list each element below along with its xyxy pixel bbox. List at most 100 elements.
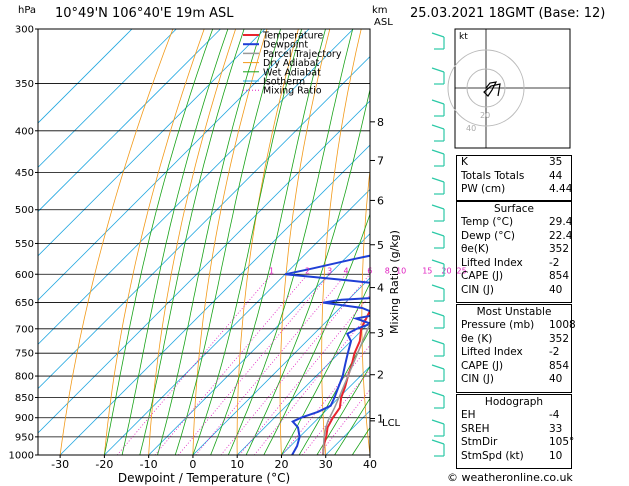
hodograph-trace	[483, 81, 501, 97]
surface-table: Surface Temp (°C) 29.4 Dewp (°C) 22.4 θe(K…	[456, 201, 572, 303]
isotherm-line	[236, 321, 370, 455]
altitude-tick-label: 8	[377, 116, 384, 129]
mixing-ratio-label: 4	[343, 266, 348, 275]
pressure-tick-label: 750	[15, 349, 34, 360]
plot-frame	[37, 28, 371, 456]
wind-barb-shaft	[431, 124, 445, 130]
mixing-ratio-line	[178, 274, 331, 455]
pressure-tick-label: 300	[15, 25, 34, 36]
hodograph-frame	[454, 28, 571, 149]
wind-barb-shaft	[431, 259, 445, 265]
wind-barb-shaft	[431, 149, 445, 155]
dry-adiabat-line	[59, 29, 174, 455]
index-row-tt: Totals Totals 44	[461, 169, 563, 182]
dry-adiabat-line	[361, 167, 370, 455]
altitude-tick-label: 6	[377, 194, 384, 207]
table-row: Pressure (mb) 1008	[461, 319, 576, 331]
x-tick-label: 20	[274, 458, 288, 471]
datetime-title: 25.03.2021 18GMT (Base: 12)	[410, 6, 606, 21]
mixing-ratio-line	[195, 274, 347, 455]
mixing-ratio-label: 15	[422, 266, 432, 275]
pressure-unit-label: hPa	[18, 5, 37, 16]
mixing-ratio-label: 25	[457, 266, 467, 275]
isotherm-line	[59, 144, 370, 455]
legend-label: Dry Adiabat	[263, 58, 320, 69]
wind-barb-shaft	[431, 391, 445, 397]
wind-barb-shaft	[431, 67, 445, 73]
table-row: Temp (°C) 29.4	[461, 216, 573, 228]
hodograph-title: Hodograph	[484, 396, 544, 408]
pressure-tick-label: 400	[15, 126, 34, 137]
wind-barb-shaft	[431, 99, 445, 105]
wet-adiabat-line	[104, 29, 214, 455]
x-tick-label: 0	[189, 458, 196, 471]
dry-adiabat-line	[148, 29, 236, 455]
table-row: CAPE (J) 854	[461, 359, 570, 372]
table-row: Dewp (°C) 22.4	[461, 229, 573, 242]
wind-barb-shaft	[431, 311, 445, 317]
mixing-ratio-line	[154, 274, 308, 455]
dry-adiabat-line	[192, 29, 268, 455]
most-unstable-table: Most Unstable Pressure (mb) 1008 θe (K) 35…	[456, 304, 576, 393]
pressure-tick-label: 500	[15, 205, 34, 216]
x-tick-label: -30	[51, 458, 69, 471]
wet-adiabat-line	[281, 282, 370, 455]
hodograph-ring	[466, 68, 506, 108]
pressure-tick-label: 600	[15, 270, 34, 281]
wet-adiabat-line	[192, 29, 303, 455]
wet-adiabat-line	[263, 212, 370, 455]
wet-adiabat-line	[121, 29, 229, 455]
copyright-footer: © weatheronline.co.uk	[447, 471, 573, 484]
pressure-tick-label: 950	[15, 432, 34, 443]
pressure-tick-label: 450	[15, 168, 34, 179]
wind-barb-shaft	[431, 32, 445, 38]
dry-adiabat-line	[236, 29, 299, 455]
wind-barb-shaft	[431, 419, 445, 425]
hodograph-ring	[447, 49, 525, 127]
hodograph-ring-label: 40	[466, 124, 476, 133]
table-row: Lifted Index -2	[461, 256, 560, 269]
wind-barb-shaft	[431, 439, 445, 445]
isotherm-line	[38, 100, 370, 434]
table-row: CAPE (J) 854	[461, 270, 570, 282]
legend-label: Isotherm	[263, 77, 305, 88]
parcel-trajectory-profile	[322, 321, 370, 455]
hodograph-ring-label: 20	[480, 111, 490, 120]
table-row: CIN (J) 40	[461, 373, 563, 385]
dewpoint-profile	[284, 254, 370, 455]
pressure-tick-label: 350	[15, 79, 34, 90]
mixing-ratio-axis-title: Mixing Ratio (g/kg)	[388, 230, 401, 334]
dry-adiabat-line	[579, 29, 629, 455]
dry-adiabat-line	[612, 29, 629, 455]
mixing-ratio-label: 3	[327, 266, 332, 275]
wet-adiabat-line	[210, 29, 326, 455]
dry-adiabat-line	[401, 29, 424, 455]
altitude-tick-label: 3	[377, 327, 384, 340]
altitude-tick-label: 4	[377, 282, 384, 295]
x-tick-label: 30	[319, 458, 333, 471]
pressure-tick-label: 800	[15, 372, 34, 383]
wind-barb-shaft	[431, 284, 445, 290]
x-tick-label: -20	[95, 458, 113, 471]
temperature-profile	[322, 308, 370, 455]
pressure-tick-label: 550	[15, 239, 34, 250]
table-row: EH -4	[461, 409, 560, 421]
legend-label: Mixing Ratio	[263, 86, 322, 97]
pressure-tick-label: 850	[15, 393, 34, 404]
wet-adiabat-line	[316, 365, 370, 455]
wet-adiabat-line	[139, 29, 245, 455]
lcl-label: LCL	[382, 418, 401, 429]
isotherm-line	[38, 29, 310, 301]
table-row: CIN (J) 40	[461, 283, 563, 296]
wet-adiabat-line	[157, 29, 262, 455]
wet-adiabat-line	[298, 328, 370, 455]
altitude-tick-label: 2	[377, 369, 384, 382]
wind-barb-shaft	[431, 177, 445, 183]
mixing-ratio-label: 10	[396, 266, 406, 275]
table-row: Lifted Index -2	[461, 346, 560, 358]
dry-adiabat-line	[104, 29, 205, 455]
mixing-ratio-label: 8	[385, 266, 390, 275]
isotherm-line	[38, 29, 221, 213]
isotherm-line	[38, 56, 370, 390]
